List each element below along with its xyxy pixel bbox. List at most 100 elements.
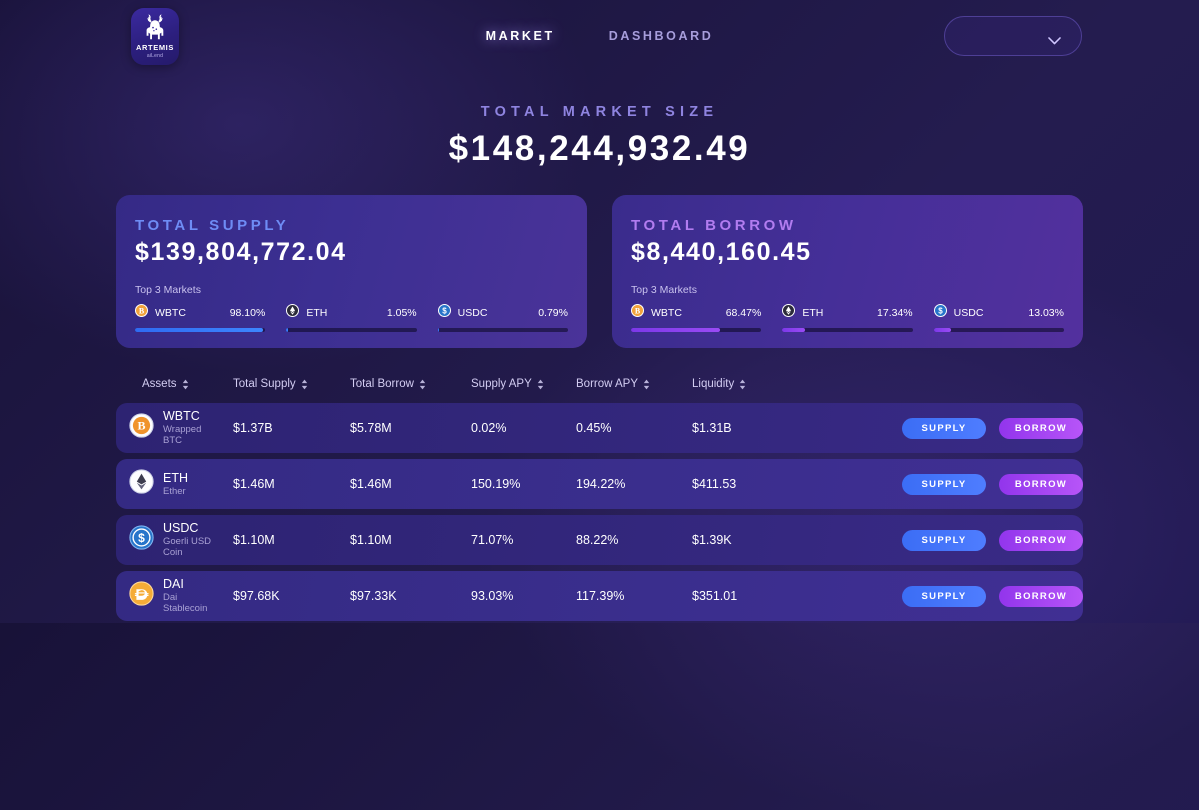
top-market-item: $ USDC 13.03% (933, 304, 1064, 332)
asset-name: Wrapped BTC (163, 424, 202, 447)
wbtc-icon: B (631, 304, 644, 322)
svg-text:B: B (139, 306, 145, 315)
top-market-percent: 0.79% (538, 307, 568, 319)
cell-total-supply: $1.37B (233, 421, 273, 435)
column-header-total-borrow[interactable]: Total Borrow (350, 378, 471, 390)
top-market-bar (286, 328, 417, 332)
top-market-symbol: ETH (306, 307, 328, 319)
cell-supply-apy: 150.19% (471, 477, 521, 491)
cell-total-supply: $97.68K (233, 589, 280, 603)
cell-total-supply: $1.10M (233, 533, 275, 547)
table-row[interactable]: B WBTC Wrapped BTC $1.37B $5.78M 0.02% 0… (116, 403, 1083, 453)
chevron-down-icon (1048, 32, 1061, 45)
column-header-total-supply[interactable]: Total Supply (233, 378, 350, 390)
supply-button[interactable]: SUPPLY (902, 529, 986, 551)
cell-borrow-apy: 194.22% (576, 477, 626, 491)
asset-symbol: WBTC (163, 409, 200, 424)
top-market-percent: 1.05% (386, 307, 417, 319)
supply-button[interactable]: SUPPLY (902, 473, 986, 495)
cell-total-borrow: $1.46M (350, 477, 392, 491)
cell-total-borrow: $5.78M (350, 421, 392, 435)
svg-text:$: $ (442, 307, 447, 316)
wallet-network-select[interactable] (944, 16, 1082, 56)
top-market-item: B WBTC 68.47% (631, 304, 762, 332)
total-supply-label: TOTAL SUPPLY (135, 217, 290, 234)
total-supply-value: $139,804,772.04 (135, 238, 347, 266)
column-header-label: Total Borrow (350, 378, 414, 390)
cell-borrow-apy: 0.45% (576, 421, 612, 435)
asset-cell: B WBTC Wrapped BTC (116, 409, 233, 446)
dai-icon (129, 581, 154, 611)
top-market-bar (782, 328, 913, 332)
usdc-icon: $ (437, 304, 451, 322)
column-header-label: Assets (142, 378, 177, 390)
asset-symbol: USDC (163, 521, 199, 536)
sort-icon (419, 379, 426, 390)
cell-liquidity: $351.01 (692, 589, 738, 603)
summary-cards: TOTAL SUPPLY $139,804,772.04 Top 3 Marke… (0, 195, 1199, 348)
top-market-item: ETH 17.34% (782, 304, 913, 332)
top-market-percent: 13.03% (1028, 307, 1064, 319)
asset-cell: $ USDC Goerli USD Coin (116, 521, 233, 558)
total-market-size-value: $148,244,932.49 (448, 129, 751, 168)
total-borrow-value: $8,440,160.45 (631, 238, 812, 266)
top-market-symbol: WBTC (651, 307, 682, 319)
eth-icon (129, 469, 154, 499)
borrow-button[interactable]: BORROW (999, 417, 1083, 439)
total-borrow-card: TOTAL BORROW $8,440,160.45 Top 3 Markets… (612, 195, 1083, 348)
top-market-bar (437, 328, 568, 332)
sort-icon (182, 379, 189, 390)
borrow-button[interactable]: BORROW (999, 473, 1083, 495)
table-row[interactable]: $ USDC Goerli USD Coin $1.10M $1.10M 71.… (116, 515, 1083, 565)
borrow-button[interactable]: BORROW (999, 529, 1083, 551)
top-market-percent: 68.47% (725, 307, 762, 319)
sort-icon (643, 379, 650, 390)
markets-table: Assets Total Supply Total Borrow Supply … (0, 378, 1199, 621)
top-markets-label: Top 3 Markets (135, 284, 201, 296)
main-nav: MARKET DASHBOARD (0, 29, 1199, 43)
column-header-label: Supply APY (471, 378, 532, 390)
asset-symbol: ETH (163, 471, 188, 486)
supply-button[interactable]: SUPPLY (902, 585, 986, 607)
table-row[interactable]: DAI Dai Stablecoin $97.68K $97.33K 93.03… (116, 571, 1083, 621)
nav-item-dashboard[interactable]: DASHBOARD (608, 29, 714, 43)
sort-icon (301, 379, 308, 390)
eth-icon (286, 304, 300, 322)
asset-name: Ether (163, 485, 186, 497)
total-supply-card: TOTAL SUPPLY $139,804,772.04 Top 3 Marke… (116, 195, 587, 348)
brand-logo[interactable]: ARTEMIS aiLend (131, 7, 179, 65)
top-market-bar (135, 328, 266, 332)
column-header-assets[interactable]: Assets (116, 378, 233, 390)
asset-symbol: DAI (163, 577, 184, 592)
wbtc-icon: B (135, 304, 148, 322)
total-market-size-label: TOTAL MARKET SIZE (480, 104, 719, 120)
table-row[interactable]: ETH Ether $1.46M $1.46M 150.19% 194.22% … (116, 459, 1083, 509)
top-markets-list: B WBTC 98.10% ETH 1.05% (135, 304, 568, 332)
column-header-supply-apy[interactable]: Supply APY (471, 378, 576, 390)
top-market-item: $ USDC 0.79% (437, 304, 568, 332)
app-root: ARTEMIS aiLend MARKET DASHBOARD TOTAL MA… (0, 7, 1199, 621)
table-header-row: Assets Total Supply Total Borrow Supply … (116, 378, 1083, 403)
asset-name: Dai Stablecoin (163, 592, 208, 615)
top-market-percent: 98.10% (229, 307, 266, 319)
top-markets-label: Top 3 Markets (631, 284, 697, 296)
supply-button[interactable]: SUPPLY (902, 417, 986, 439)
cell-total-borrow: $97.33K (350, 589, 397, 603)
cell-supply-apy: 71.07% (471, 533, 514, 547)
top-markets-list: B WBTC 68.47% ETH 17.34% (631, 304, 1064, 332)
top-market-symbol: ETH (802, 307, 824, 319)
asset-cell: ETH Ether (116, 469, 233, 499)
column-header-liquidity[interactable]: Liquidity (692, 378, 832, 390)
borrow-button[interactable]: BORROW (999, 585, 1083, 607)
top-market-item: B WBTC 98.10% (135, 304, 266, 332)
asset-cell: DAI Dai Stablecoin (116, 577, 233, 614)
top-market-symbol: USDC (457, 307, 488, 319)
column-header-label: Borrow APY (576, 378, 638, 390)
sort-icon (739, 379, 746, 390)
cell-supply-apy: 0.02% (471, 421, 507, 435)
nav-item-market[interactable]: MARKET (485, 29, 555, 43)
cell-borrow-apy: 88.22% (576, 533, 619, 547)
cell-liquidity: $1.39K (692, 533, 732, 547)
top-market-symbol: WBTC (155, 307, 186, 319)
column-header-borrow-apy[interactable]: Borrow APY (576, 378, 692, 390)
